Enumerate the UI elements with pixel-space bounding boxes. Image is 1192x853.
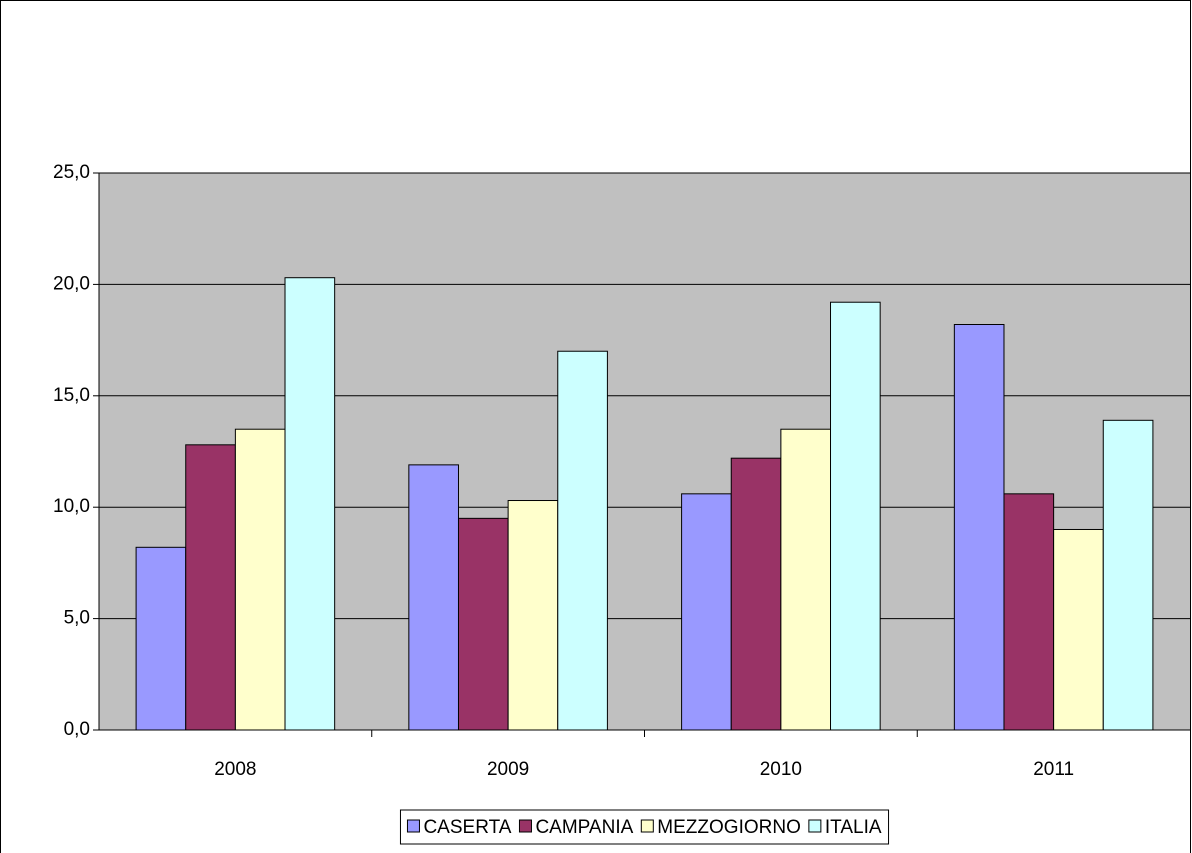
legend-label: ITALIA — [825, 817, 882, 838]
x-tick-label: 2009 — [487, 759, 529, 780]
bar — [557, 350, 608, 731]
legend-swatch — [640, 819, 654, 833]
bar — [953, 324, 1005, 731]
legend-swatch — [518, 819, 532, 833]
bar — [730, 457, 782, 731]
bar — [408, 464, 459, 731]
y-tick-label: 20,0 — [53, 273, 90, 294]
bar — [135, 546, 187, 731]
x-tick-label: 2010 — [760, 759, 802, 780]
bar — [1053, 528, 1104, 731]
bar — [185, 444, 236, 731]
bar — [780, 428, 832, 731]
legend-label: CAMPANIA — [535, 817, 633, 838]
bar — [284, 277, 336, 731]
bar — [1102, 419, 1154, 731]
x-tick-label: 2011 — [1033, 759, 1074, 780]
bar — [457, 517, 509, 731]
legend-swatch — [406, 819, 420, 833]
y-tick-label: 5,0 — [64, 608, 90, 629]
legend-swatch — [808, 819, 822, 833]
bar — [1003, 493, 1055, 731]
y-tick-label: 0,0 — [64, 719, 90, 740]
legend-label: CASERTA — [423, 817, 511, 838]
bar — [507, 500, 559, 731]
bar — [830, 301, 881, 731]
x-tick-label: 2008 — [214, 759, 256, 780]
bar — [681, 493, 732, 731]
y-tick-label: 15,0 — [53, 385, 90, 406]
legend-label: MEZZOGIORNO — [657, 817, 801, 838]
y-tick-label: 25,0 — [53, 162, 90, 183]
bar — [234, 428, 286, 731]
y-tick-label: 10,0 — [53, 496, 90, 517]
